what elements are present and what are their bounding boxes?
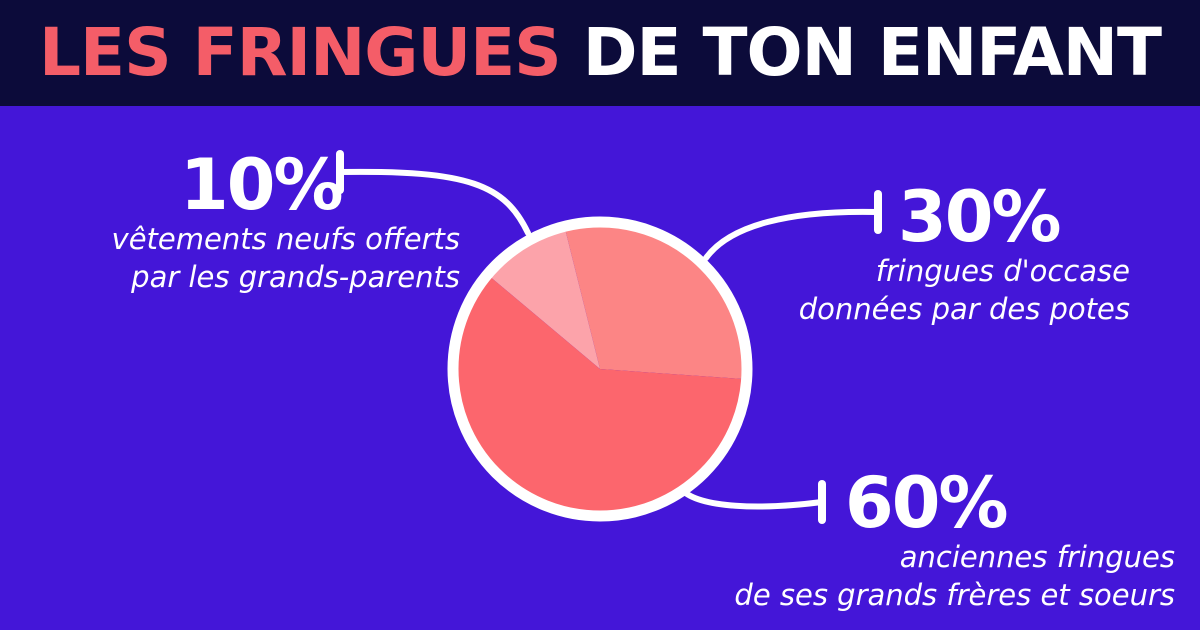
pie-slice-1 [487,226,600,369]
slice-2-desc-line2: données par des potes [798,292,1130,326]
pie-outline [447,216,753,522]
slice-1-percent: 10% [180,144,344,226]
connector-line-3 [679,487,825,510]
slice-1-desc-line2: par les grands-parents [131,260,460,294]
pie-slices [452,222,747,517]
callout-connectors [336,150,882,524]
slice-3-desc-line2: de ses grands frères et soeurs [734,578,1175,612]
slice-3-desc-line1: anciennes fringues [899,540,1175,574]
slice-2-percent: 30% [898,176,1062,258]
connector-line-2 [703,208,881,261]
pie-slice-2 [564,222,747,380]
title-accent: LES FRINGUES [38,14,562,91]
callout-slice-3: 60% anciennes fringues de ses grands frè… [640,468,1175,614]
callout-slice-1: 10% vêtements neufs offerts par les gran… [40,150,460,296]
slice-2-desc-line1: fringues d'occase [875,254,1130,288]
title-rest: DE TON ENFANT [582,14,1162,91]
header-bar: LES FRINGUES DE TON ENFANT [0,0,1200,106]
slice-3-percent: 60% [845,462,1009,544]
slice-1-desc-line1: vêtements neufs offerts [111,222,460,256]
page-title: LES FRINGUES DE TON ENFANT [39,20,1162,86]
connector-line-1 [337,168,531,236]
callout-slice-2: 30% fringues d'occase données par des po… [790,182,1130,328]
pie-slice-3 [452,274,747,517]
